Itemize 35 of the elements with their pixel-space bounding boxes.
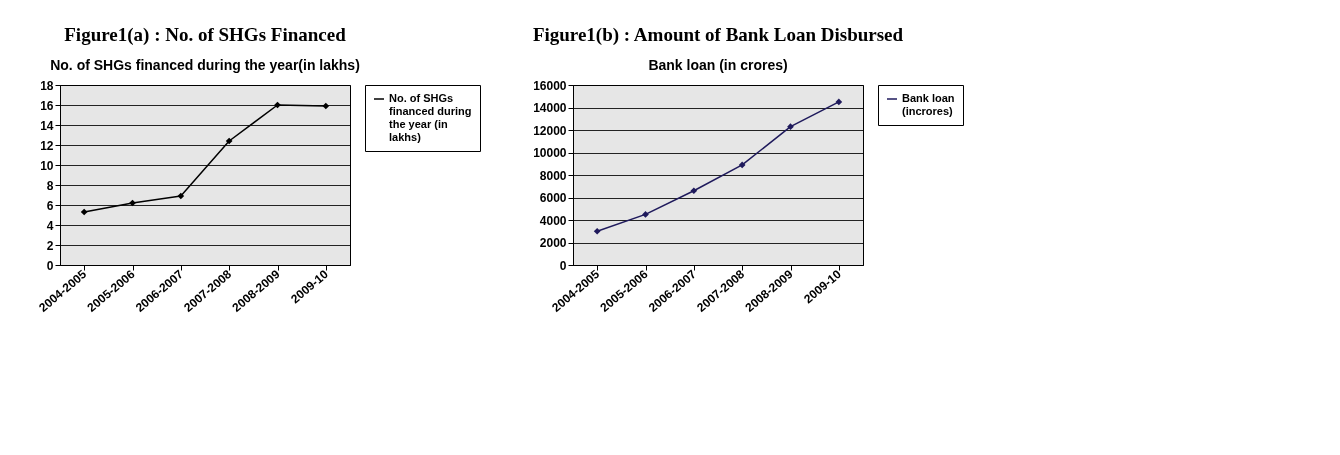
y-tick-label: 14000 [533, 101, 567, 115]
point [80, 208, 88, 216]
chart-title: Figure1(a) : No. of SHGs Financed [64, 24, 347, 46]
point [787, 123, 794, 130]
y-tick-label: 12 [40, 138, 54, 153]
point [738, 161, 746, 169]
legend-label: No. of SHGs financed during the year (in lakhs) [389, 92, 472, 143]
point [593, 227, 601, 235]
y-tick-label: 10 [40, 158, 54, 173]
point [225, 137, 233, 145]
point [690, 187, 698, 195]
point [322, 102, 330, 110]
point [177, 192, 185, 200]
chart-subtitle: Bank loan (in crores) [648, 57, 788, 73]
y-tick-label: 8 [46, 178, 54, 193]
point [835, 98, 843, 106]
y-tick-label: 8000 [539, 168, 567, 183]
y-tick-label: 4000 [539, 213, 567, 228]
chart-subtitle: No. of SHGs financed during the year(in lakhs) [50, 57, 360, 73]
y-tick-label: 6 [46, 198, 54, 213]
y-tick-label: 4 [46, 218, 54, 233]
legend-label: Bank loan (incrores) [902, 92, 955, 117]
y-tick-label: 12000 [533, 123, 567, 138]
y-tick-label: 10000 [533, 146, 567, 160]
y-tick-label: 14 [40, 118, 54, 133]
y-tick-label: 18 [40, 78, 54, 93]
y-tick-label: 2 [46, 238, 54, 253]
y-tick-label: 0 [46, 258, 54, 273]
y-tick-label: 0 [559, 258, 567, 273]
y-tick-label: 16000 [533, 78, 567, 93]
y-tick-label: 2000 [539, 236, 567, 250]
chart-title: Figure1(b) : Amount of Bank Loan Disbursed [532, 24, 904, 46]
y-tick-label: 16 [40, 98, 54, 113]
y-tick-label: 6000 [539, 191, 567, 205]
point [642, 211, 649, 218]
